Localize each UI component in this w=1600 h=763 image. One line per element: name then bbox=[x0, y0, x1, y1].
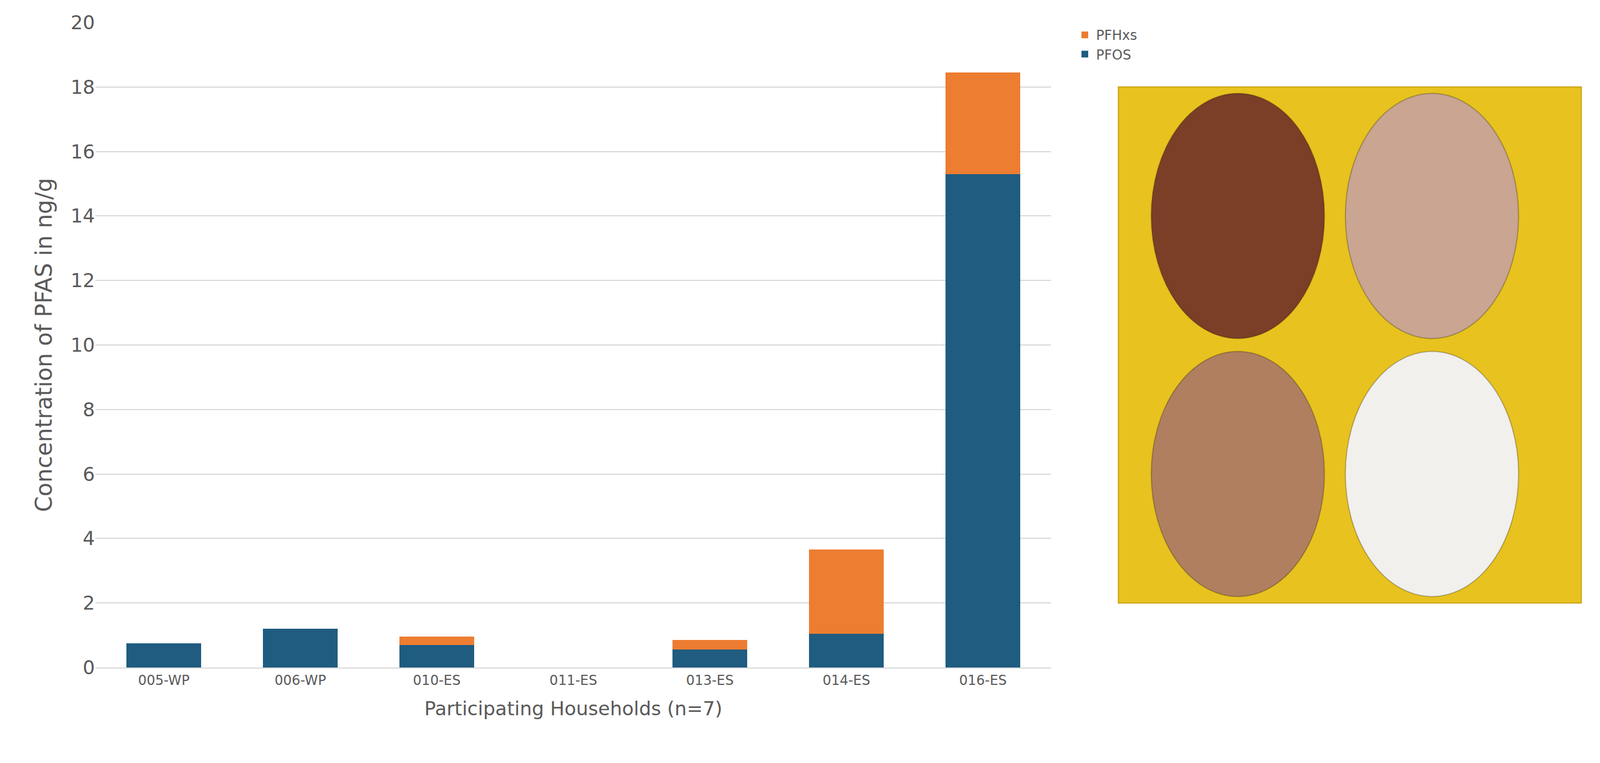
svg-text:011-ES: 011-ES bbox=[549, 672, 598, 689]
svg-text:0: 0 bbox=[82, 656, 95, 679]
svg-text:013-ES: 013-ES bbox=[685, 672, 734, 689]
svg-text:Concentration of PFAS in ng/g: Concentration of PFAS in ng/g bbox=[30, 178, 57, 513]
svg-text:4: 4 bbox=[82, 526, 95, 550]
svg-text:18: 18 bbox=[70, 75, 95, 99]
svg-text:8: 8 bbox=[82, 398, 95, 421]
svg-text:12: 12 bbox=[70, 269, 95, 292]
svg-text:PFOS: PFOS bbox=[1096, 47, 1131, 63]
svg-text:14: 14 bbox=[70, 204, 95, 227]
svg-text:Participating Households (n=7): Participating Households (n=7) bbox=[424, 697, 723, 720]
svg-text:006-WP: 006-WP bbox=[274, 672, 327, 689]
svg-text:6: 6 bbox=[82, 462, 95, 486]
svg-text:010-ES: 010-ES bbox=[412, 672, 461, 689]
svg-text:20: 20 bbox=[70, 11, 95, 34]
svg-text:016-ES: 016-ES bbox=[958, 672, 1007, 689]
svg-text:10: 10 bbox=[70, 333, 95, 357]
svg-text:014-ES: 014-ES bbox=[822, 672, 871, 689]
svg-text:16: 16 bbox=[70, 140, 95, 163]
svg-text:PFHxs: PFHxs bbox=[1096, 27, 1138, 44]
svg-text:005-WP: 005-WP bbox=[138, 672, 190, 689]
svg-text:2: 2 bbox=[82, 591, 95, 615]
